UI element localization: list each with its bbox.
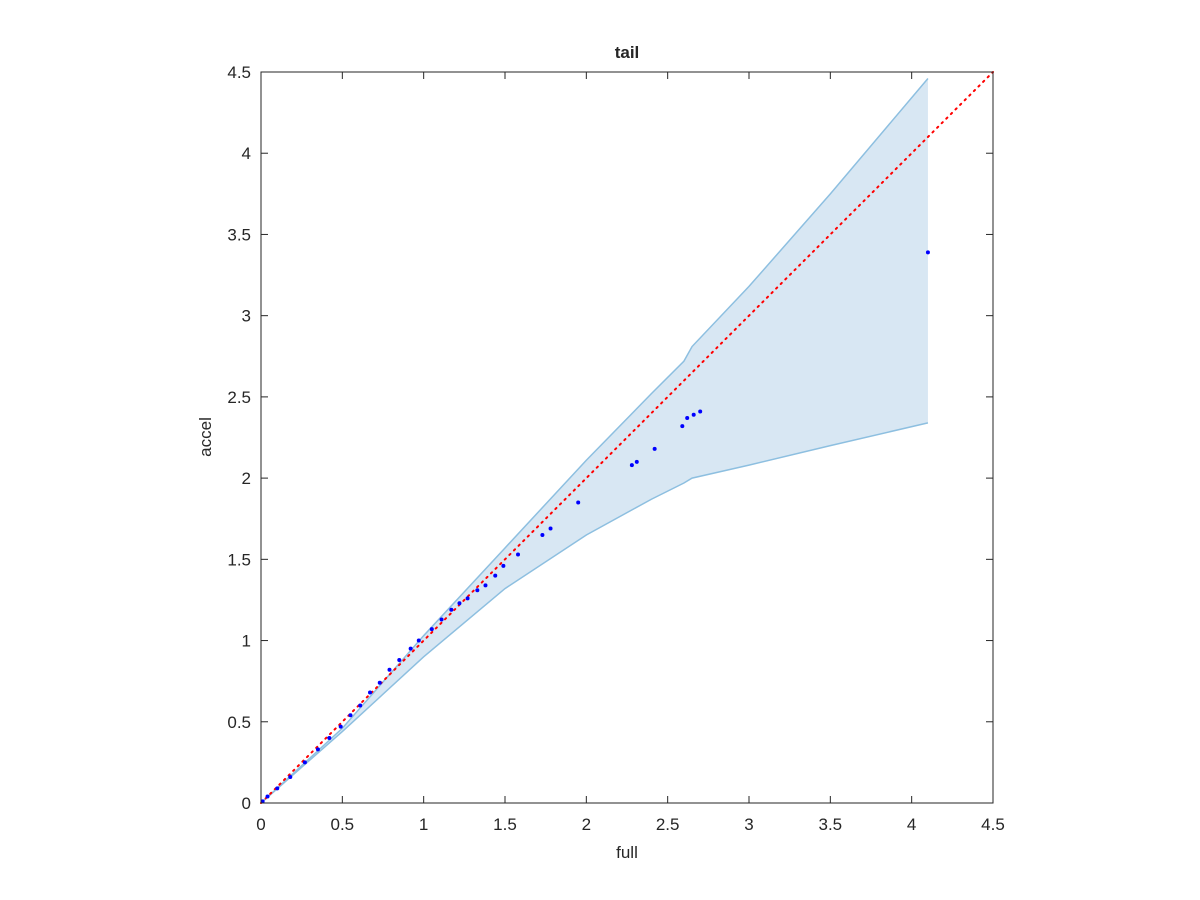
data-point [439, 617, 444, 622]
data-point [576, 500, 581, 505]
axes-box [260, 71, 994, 804]
y-tick-label: 0.5 [227, 713, 251, 732]
data-point [925, 250, 930, 255]
data-point [680, 424, 685, 429]
x-tick-label: 0.5 [331, 815, 355, 834]
data-point [260, 799, 265, 804]
data-point [652, 446, 657, 451]
y-tick-label: 0 [242, 794, 251, 813]
x-tick-label: 1 [419, 815, 428, 834]
y-axis-label: accel [196, 417, 215, 457]
x-tick-label: 2.5 [656, 815, 680, 834]
data-point [634, 459, 639, 464]
data-point [302, 760, 307, 765]
data-point [548, 526, 553, 531]
data-point [685, 416, 690, 421]
data-point [377, 680, 382, 685]
data-point [629, 463, 634, 468]
y-tick-label: 4.5 [227, 63, 251, 82]
y-tick-label: 1.5 [227, 550, 251, 569]
data-point [367, 690, 372, 695]
y-tick-label: 2 [242, 469, 251, 488]
data-point [288, 775, 293, 780]
data-point [327, 736, 332, 741]
x-tick-label: 0 [256, 815, 265, 834]
y-tick-label: 3.5 [227, 225, 251, 244]
data-point [416, 638, 421, 643]
y-tick-label: 4 [242, 144, 251, 163]
data-point [348, 713, 353, 718]
data-point [408, 646, 413, 651]
data-point [449, 607, 454, 612]
data-point [387, 667, 392, 672]
data-point [691, 412, 696, 417]
chart-title: tail [615, 43, 640, 62]
y-tick-label: 1 [242, 632, 251, 651]
data-point [501, 563, 506, 568]
data-point [457, 601, 462, 606]
data-point [483, 583, 488, 588]
data-point [540, 532, 545, 537]
data-point [516, 552, 521, 557]
band-upper [260, 78, 929, 804]
x-tick-label: 2 [582, 815, 591, 834]
data-point [475, 588, 480, 593]
data-point [397, 658, 402, 663]
x-tick-label: 1.5 [493, 815, 517, 834]
x-tick-label: 4 [907, 815, 916, 834]
data-point [358, 703, 363, 708]
x-tick-label: 3 [744, 815, 753, 834]
data-point [493, 573, 498, 578]
data-point [265, 794, 270, 799]
data-point [338, 724, 343, 729]
band-lower [260, 422, 929, 804]
confidence-band [261, 78, 928, 803]
x-tick-label: 3.5 [819, 815, 843, 834]
x-axis-label: full [616, 843, 638, 862]
data-point [275, 786, 280, 791]
y-tick-label: 3 [242, 307, 251, 326]
data-point [698, 409, 703, 414]
data-point [465, 596, 470, 601]
data-point [315, 747, 320, 752]
x-tick-label: 4.5 [981, 815, 1005, 834]
y-tick-label: 2.5 [227, 388, 251, 407]
data-point [429, 627, 434, 632]
